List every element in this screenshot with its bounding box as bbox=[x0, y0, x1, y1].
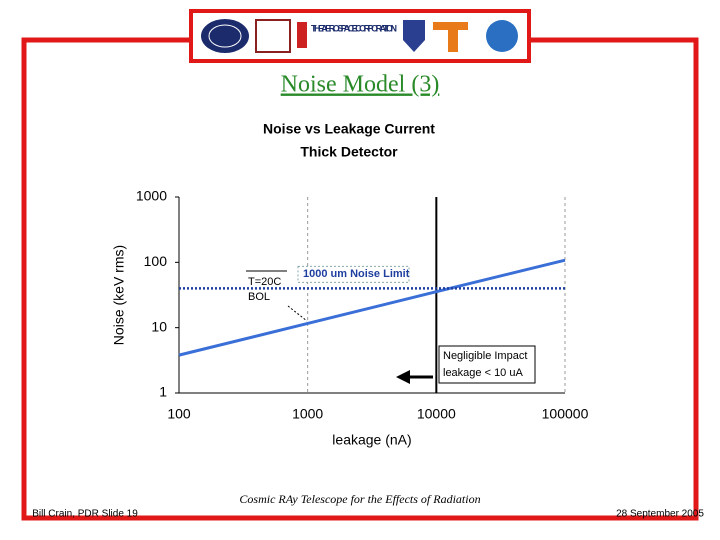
logo-seal bbox=[201, 19, 249, 53]
logo-seal-ring bbox=[208, 24, 242, 48]
x-tick-label: 100 bbox=[167, 406, 191, 422]
logo-aerospace-mark bbox=[297, 22, 307, 48]
footer-center: Cosmic RAy Telescope for the Effects of … bbox=[239, 492, 480, 506]
annotation-arrow-head bbox=[396, 370, 410, 384]
data-line bbox=[178, 258, 566, 357]
annotation: T=20C bbox=[248, 276, 281, 288]
y-tick-label: 1 bbox=[159, 384, 167, 400]
chart-subtitle: Thick Detector bbox=[300, 144, 398, 160]
logos: THE AEROSPACE CORPORATION bbox=[201, 19, 518, 53]
chart-title: Noise vs Leakage Current bbox=[263, 121, 435, 137]
footer-right: 28 September 2005 bbox=[616, 509, 704, 520]
x-axis-label: leakage (nA) bbox=[332, 432, 411, 448]
y-tick-label: 1000 bbox=[136, 188, 167, 204]
logo-ut bbox=[433, 22, 468, 52]
x-tick-label: 100000 bbox=[542, 406, 589, 422]
y-tick-label: 100 bbox=[144, 253, 168, 269]
slide-title: Noise Model (3) bbox=[281, 72, 440, 98]
x-tick-label: 10000 bbox=[417, 406, 456, 422]
limit-label-box bbox=[297, 265, 410, 283]
logo-figures bbox=[255, 19, 291, 53]
annotation: Negligible Impact bbox=[443, 350, 527, 362]
annotation-box bbox=[438, 345, 536, 384]
y-tick-label: 10 bbox=[151, 318, 167, 334]
annotation-leader bbox=[287, 305, 308, 322]
y-axis-label: Noise (keV rms) bbox=[111, 245, 127, 345]
limit-label: 1000 um Noise Limit bbox=[303, 268, 410, 280]
annotation: BOL bbox=[248, 291, 270, 303]
logo-text: THE AEROSPACE CORPORATION bbox=[311, 23, 397, 33]
logo-noaa bbox=[486, 20, 518, 52]
logo-shield bbox=[403, 20, 425, 52]
footer-left: Bill Crain, PDR Slide 19 bbox=[32, 509, 138, 520]
annotation: leakage < 10 uA bbox=[443, 367, 523, 379]
x-tick-label: 1000 bbox=[292, 406, 323, 422]
